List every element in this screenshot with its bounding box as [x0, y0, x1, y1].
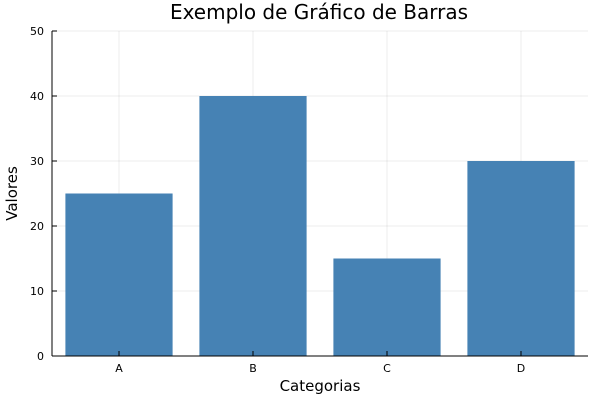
y-tick-label: 0 [37, 350, 44, 363]
y-ticks: 0 10 20 30 40 50 [30, 25, 57, 363]
y-axis-label: Valores [3, 166, 21, 221]
y-tick-label: 20 [30, 220, 44, 233]
x-tick-label: B [249, 362, 257, 375]
x-ticks: A B C D [115, 351, 525, 375]
bars [65, 96, 575, 356]
y-tick-label: 50 [30, 25, 44, 38]
x-tick-label: C [383, 362, 391, 375]
x-tick-label: D [517, 362, 525, 375]
y-tick-label: 30 [30, 155, 44, 168]
chart-title: Exemplo de Gráfico de Barras [170, 0, 468, 24]
y-tick-label: 40 [30, 90, 44, 103]
bar-C [333, 258, 441, 356]
x-axis-label: Categorias [280, 377, 361, 395]
x-tick-label: A [115, 362, 123, 375]
y-tick-label: 10 [30, 285, 44, 298]
bar-A [65, 193, 173, 356]
bar-D [467, 161, 575, 356]
axes [51, 31, 588, 357]
bar-B [199, 96, 307, 356]
